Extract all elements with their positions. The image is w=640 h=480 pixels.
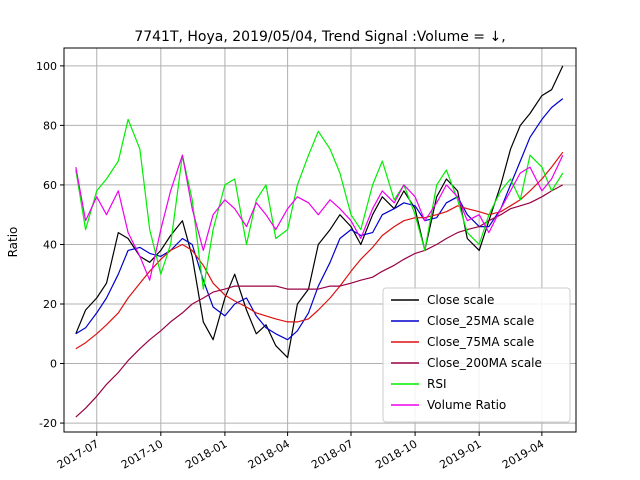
legend-label: Close_200MA scale bbox=[427, 356, 542, 370]
x-tick-label: 2018-10 bbox=[373, 437, 419, 471]
series-lines bbox=[75, 65, 564, 418]
series-line-close-scale bbox=[75, 65, 564, 359]
x-tick-label: 2019-01 bbox=[437, 437, 483, 471]
legend-label: Close_25MA scale bbox=[427, 314, 534, 328]
series-line-volume-ratio bbox=[75, 154, 564, 281]
x-tick-label: 2017-07 bbox=[55, 437, 101, 471]
plot-frame bbox=[63, 47, 577, 433]
series-line-close-25ma-scale bbox=[75, 98, 564, 341]
x-tick-label: 2018-04 bbox=[246, 437, 292, 471]
series-line-rsi bbox=[75, 118, 564, 290]
legend-label: RSI bbox=[427, 377, 447, 391]
y-tick-label: -20 bbox=[39, 417, 57, 430]
x-tick-label: 2018-07 bbox=[309, 437, 355, 471]
legend-label: Close scale bbox=[427, 293, 494, 307]
y-tick-label: 40 bbox=[43, 238, 57, 251]
x-tick-label: 2018-01 bbox=[183, 437, 229, 471]
x-tick-label: 2019-04 bbox=[500, 437, 546, 471]
y-tick-label: 0 bbox=[50, 358, 57, 371]
series-line-close-200ma-scale bbox=[75, 184, 564, 418]
chart-title: 7741T, Hoya, 2019/05/04, Trend Signal :V… bbox=[134, 29, 505, 45]
y-axis-label: Ratio bbox=[6, 227, 20, 258]
series-line-close-75ma-scale bbox=[75, 151, 564, 350]
y-tick-label: 80 bbox=[43, 119, 57, 132]
y-tick-label: 60 bbox=[43, 179, 57, 192]
legend: Close scale Close_25MA scale Close_75MA sc… bbox=[382, 287, 571, 423]
y-tick-label: 20 bbox=[43, 298, 57, 311]
legend-label: Close_75MA scale bbox=[427, 335, 534, 349]
legend-label: Volume Ratio bbox=[427, 398, 506, 412]
y-tick-label: 100 bbox=[36, 60, 57, 73]
legend-box bbox=[382, 287, 571, 423]
x-tick-label: 2017-10 bbox=[119, 437, 165, 471]
